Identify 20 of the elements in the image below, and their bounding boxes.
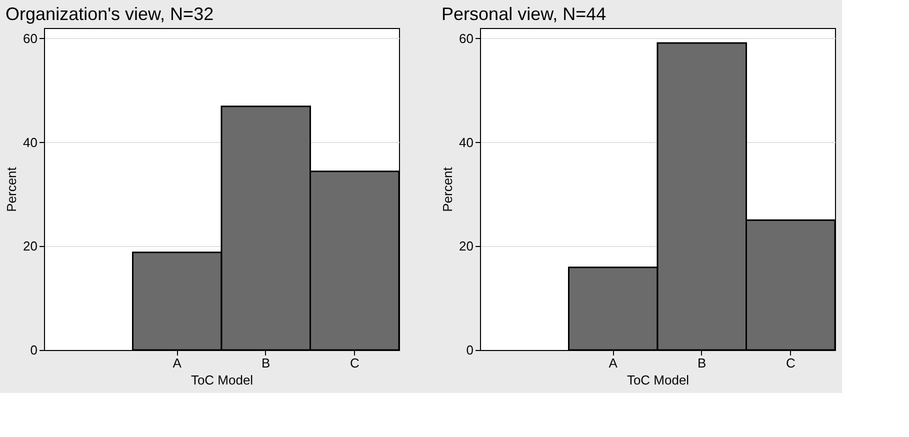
y-tick-label: 0: [466, 342, 474, 358]
x-axis-title: ToC Model: [190, 372, 254, 388]
y-tick-label: 0: [30, 342, 38, 358]
x-tick-label: A: [172, 356, 182, 370]
y-tick-label: 20: [459, 238, 474, 254]
y-tick-label: 60: [459, 30, 474, 46]
chart-title: Organization's view, N=32: [6, 4, 214, 24]
x-tick-label: C: [350, 356, 360, 370]
y-tick-label: 60: [23, 30, 38, 46]
x-tick-label: B: [262, 356, 270, 370]
y-tick-label: 20: [23, 238, 38, 254]
y-tick-label: 40: [459, 134, 474, 150]
y-tick-label: 40: [23, 134, 38, 150]
x-tick-label: A: [608, 356, 618, 370]
x-tick-label: B: [698, 356, 706, 370]
y-axis-title: Percent: [440, 166, 456, 212]
chart-title: Personal view, N=44: [442, 4, 606, 24]
x-tick-label: C: [786, 356, 796, 370]
x-axis-title: ToC Model: [626, 372, 690, 388]
y-axis-title: Percent: [4, 166, 20, 212]
